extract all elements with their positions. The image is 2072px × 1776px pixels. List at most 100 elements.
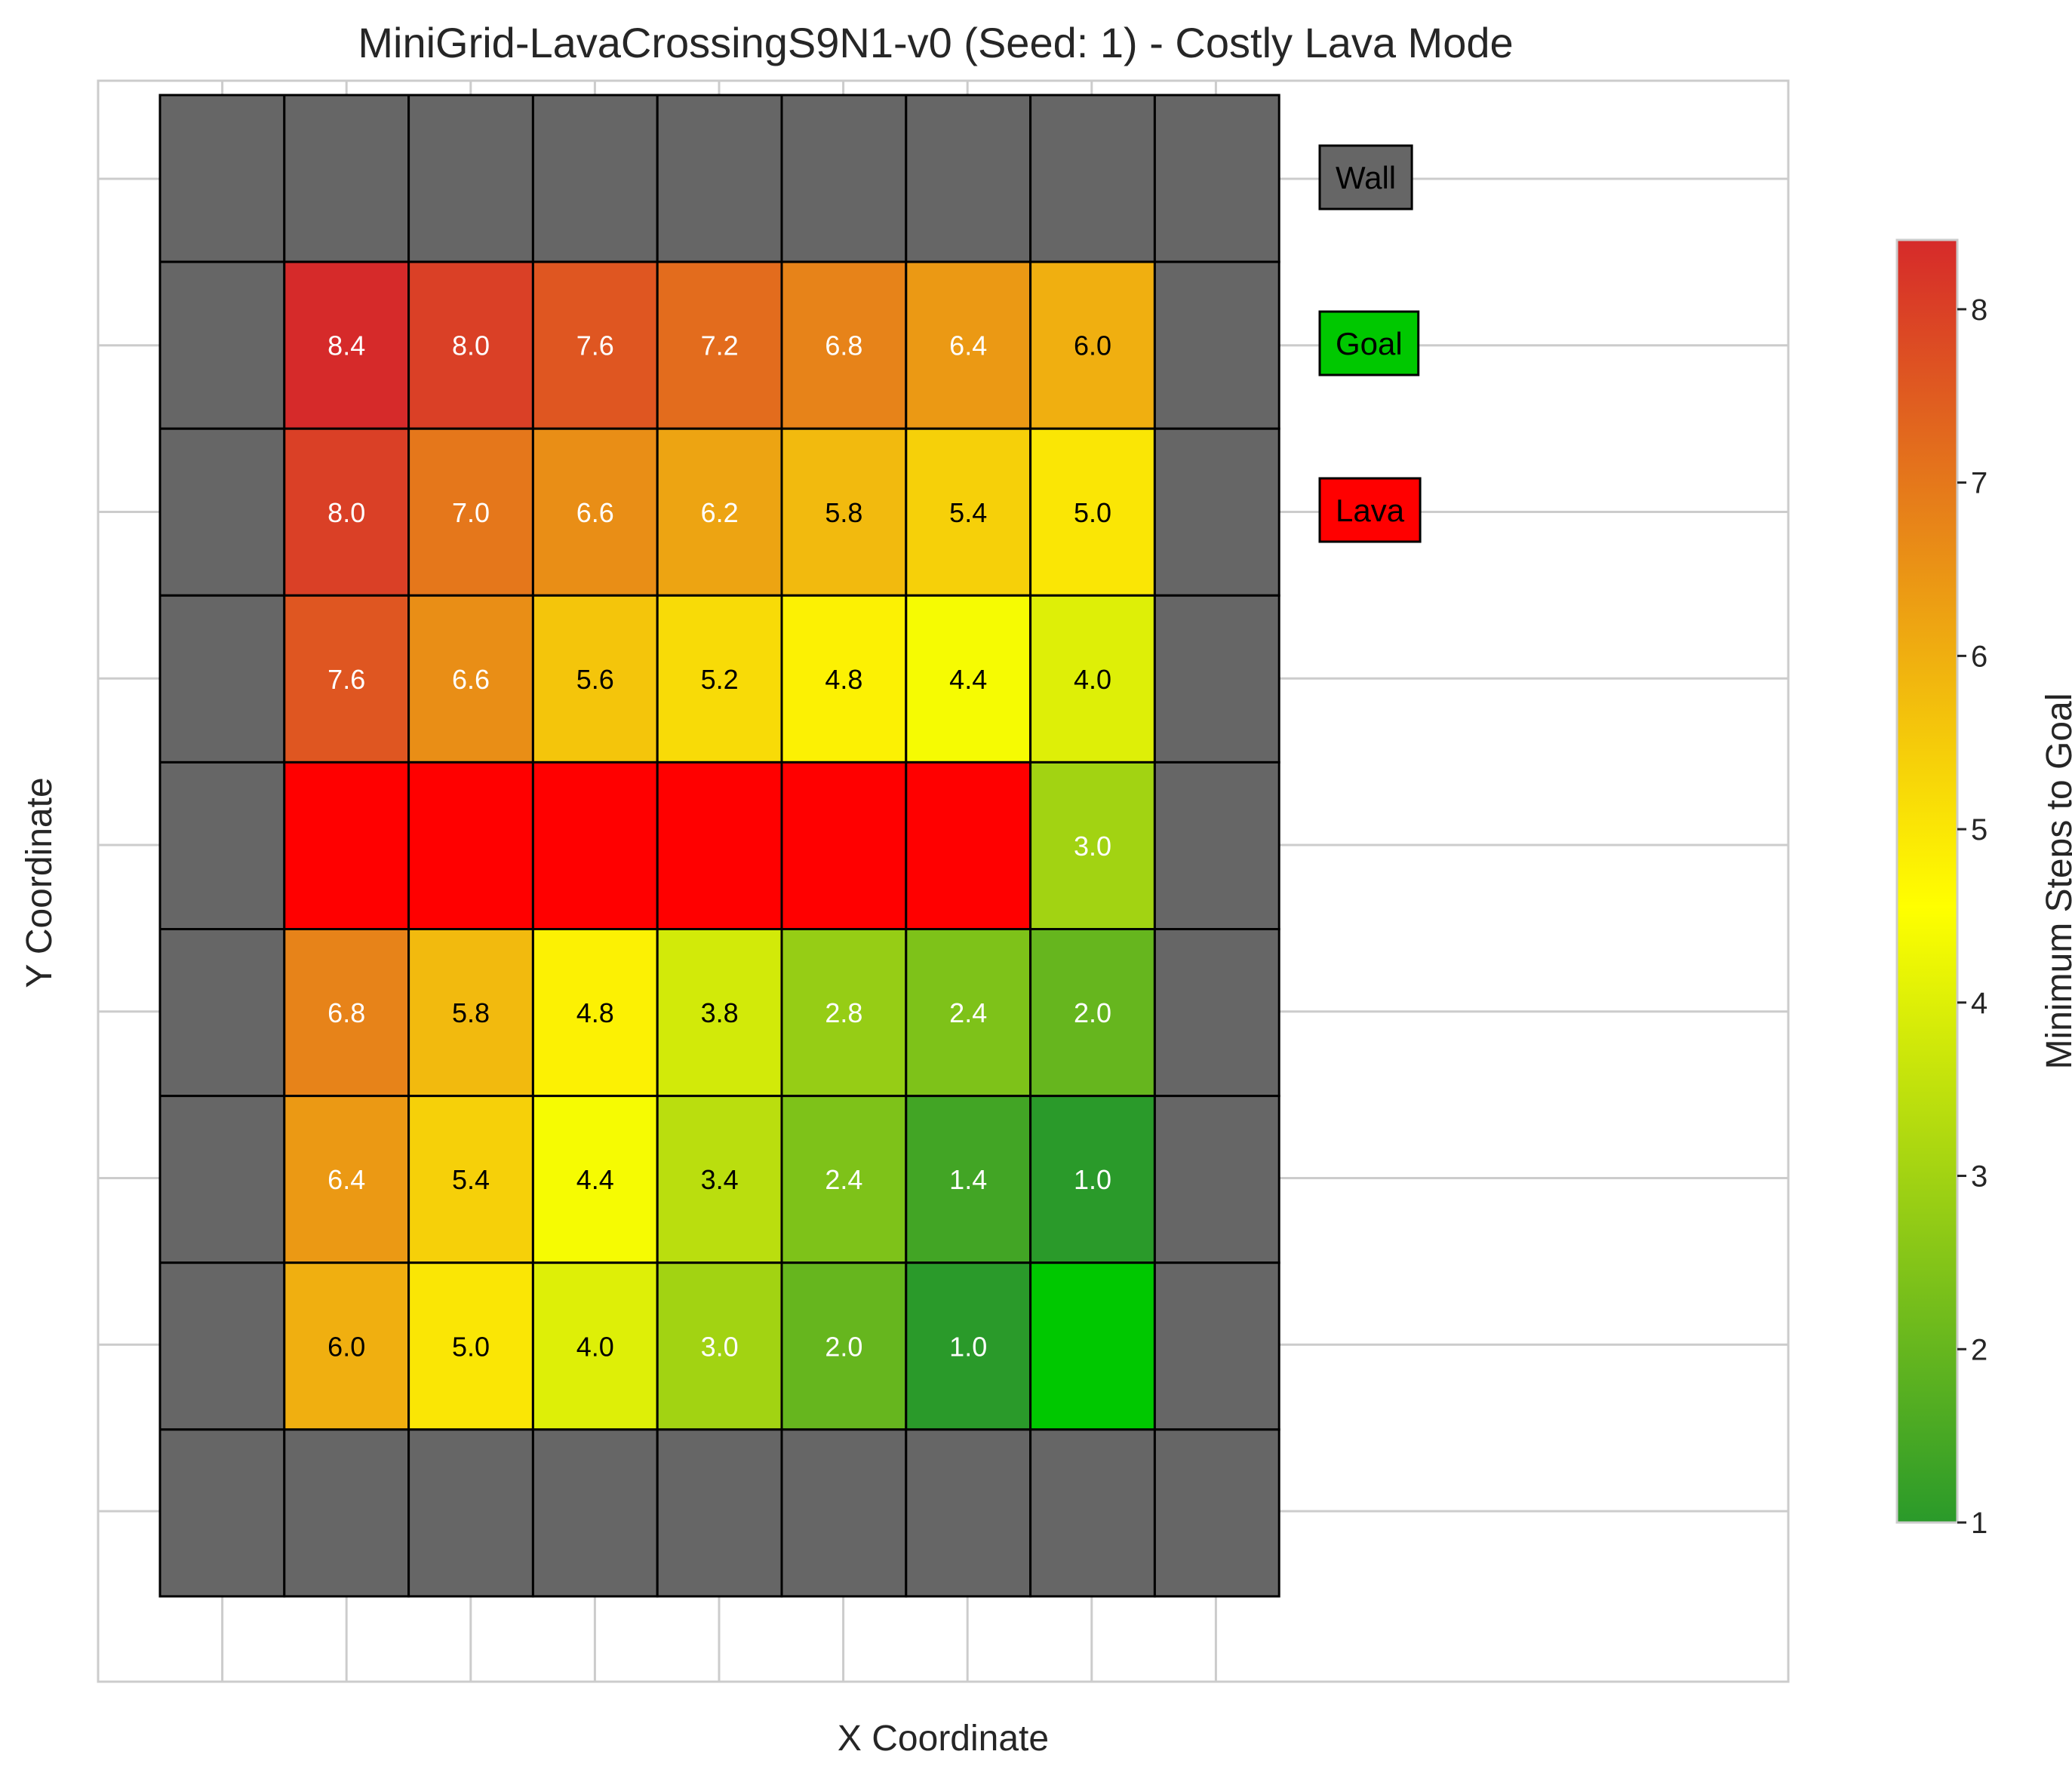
- colorbar-gradient: [1895, 238, 1959, 1524]
- legend-swatch-goal: [1318, 310, 1420, 376]
- wall-cell: [1153, 1428, 1280, 1598]
- lava-cell: [656, 760, 783, 931]
- value-cell: [283, 260, 410, 430]
- cell-value-label: 6.6: [452, 664, 490, 695]
- cell-value-label: 6.0: [327, 1331, 365, 1362]
- value-cell: [283, 1095, 410, 1264]
- value-cell: [407, 1095, 534, 1264]
- colorbar-tick-label: 5: [1971, 813, 1987, 847]
- value-cell: [407, 594, 534, 764]
- cell-value-label: 5.0: [1074, 497, 1111, 528]
- value-cell: [780, 427, 908, 597]
- colorbar: 1 2 3 4 5 6 7 8 Minimum Steps to Goal: [1895, 238, 2072, 1540]
- wall-cell: [158, 760, 286, 931]
- cell-value-label: 1.0: [1074, 1164, 1111, 1195]
- y-axis-label: Y Coordinate: [20, 777, 60, 988]
- wall-cell: [158, 594, 286, 764]
- cell-value-label: 6.8: [327, 997, 365, 1028]
- cell-value-label: 2.4: [949, 997, 987, 1028]
- cell-value-label: 2.0: [1074, 997, 1111, 1028]
- cell-value-label: 2.0: [825, 1331, 862, 1362]
- value-cell: [407, 928, 534, 1098]
- cell-value-label: 5.4: [949, 497, 987, 528]
- goal-cell: [1029, 1261, 1156, 1431]
- wall-cell: [158, 1428, 286, 1598]
- cell-value-label: 8.0: [327, 497, 365, 528]
- cell-value-label: 2.8: [825, 997, 862, 1028]
- lava-cell: [407, 760, 534, 931]
- cell-value-label: 7.0: [452, 497, 490, 528]
- cell-value-label: 4.4: [576, 1164, 614, 1195]
- cell-value-label: 5.0: [452, 1331, 490, 1362]
- value-cell: [780, 1261, 908, 1431]
- wall-cell: [1153, 928, 1280, 1098]
- wall-cell: [531, 1428, 659, 1598]
- wall-cell: [158, 260, 286, 430]
- cell-value-label: 5.8: [825, 497, 862, 528]
- cell-value-label: 8.4: [327, 330, 365, 361]
- cell-value-label: 7.6: [327, 664, 365, 695]
- cell-value-label: 3.0: [1074, 831, 1111, 862]
- cell-value-label: 2.4: [825, 1164, 862, 1195]
- colorbar-tick-label: 2: [1971, 1333, 1987, 1366]
- x-axis-label: X Coordinate: [838, 1719, 1049, 1759]
- wall-cell: [1029, 94, 1156, 263]
- colorbar-tick-label: 3: [1971, 1160, 1987, 1194]
- cell-value-label: 1.0: [949, 1331, 987, 1362]
- wall-cell: [1153, 1261, 1280, 1431]
- cell-value-label: 4.0: [1074, 664, 1111, 695]
- value-cell: [905, 594, 1032, 764]
- colorbar-tick-label: 8: [1971, 293, 1987, 327]
- value-cell: [283, 928, 410, 1098]
- wall-cell: [158, 928, 286, 1098]
- wall-cell: [780, 1428, 908, 1598]
- cell-value-label: 4.4: [949, 664, 987, 695]
- cell-value-label: 3.8: [701, 997, 739, 1028]
- cell-value-label: 6.6: [576, 497, 614, 528]
- lava-cell: [531, 760, 659, 931]
- wall-cell: [283, 94, 410, 263]
- wall-cell: [780, 94, 908, 263]
- wall-cell: [407, 94, 534, 263]
- value-cell: [531, 1261, 659, 1431]
- value-cell: [1029, 760, 1156, 931]
- cell-value-label: 4.0: [576, 1331, 614, 1362]
- wall-cell: [1153, 94, 1280, 263]
- wall-cell: [656, 1428, 783, 1598]
- value-cell: [407, 1261, 534, 1431]
- colorbar-label: Minimum Steps to Goal: [2040, 693, 2072, 1070]
- value-cell: [283, 1261, 410, 1431]
- value-cell: [656, 928, 783, 1098]
- wall-cell: [1153, 1095, 1280, 1264]
- value-cell: [905, 427, 1032, 597]
- wall-cell: [905, 94, 1032, 263]
- value-cell: [1029, 594, 1156, 764]
- cell-value-label: 7.2: [701, 330, 739, 361]
- colorbar-tick-label: 7: [1971, 467, 1987, 500]
- legend: Wall Goal Lava: [1318, 144, 1422, 543]
- cell-value-label: 3.4: [701, 1164, 739, 1195]
- cell-value-label: 1.4: [949, 1164, 987, 1195]
- wall-cell: [1153, 260, 1280, 430]
- cell-value-label: 6.0: [1074, 330, 1111, 361]
- cell-value-label: 6.8: [825, 330, 862, 361]
- legend-label-wall: Wall: [1336, 160, 1396, 195]
- wall-cell: [531, 94, 659, 263]
- value-cell: [407, 260, 534, 430]
- wall-cell: [158, 427, 286, 597]
- cell-value-label: 4.8: [825, 664, 862, 695]
- cell-value-label: 5.6: [576, 664, 614, 695]
- legend-swatch-wall: [1318, 144, 1413, 210]
- legend-swatch-lava: [1318, 477, 1422, 543]
- cell-value-label: 5.4: [452, 1164, 490, 1195]
- wall-cell: [1153, 594, 1280, 764]
- value-cell: [407, 427, 534, 597]
- lava-cell: [283, 760, 410, 931]
- wall-cell: [283, 1428, 410, 1598]
- value-cell: [905, 1095, 1032, 1264]
- heatmap-cells: 8.4 8.0 7.6 7.2 6.8 6.4 6.0 8.0 7.0 6.6 6.2 5.8 5.4 5…: [158, 94, 1280, 1598]
- cell-value-label: 5.2: [701, 664, 739, 695]
- wall-cell: [1153, 427, 1280, 597]
- value-cell: [531, 928, 659, 1098]
